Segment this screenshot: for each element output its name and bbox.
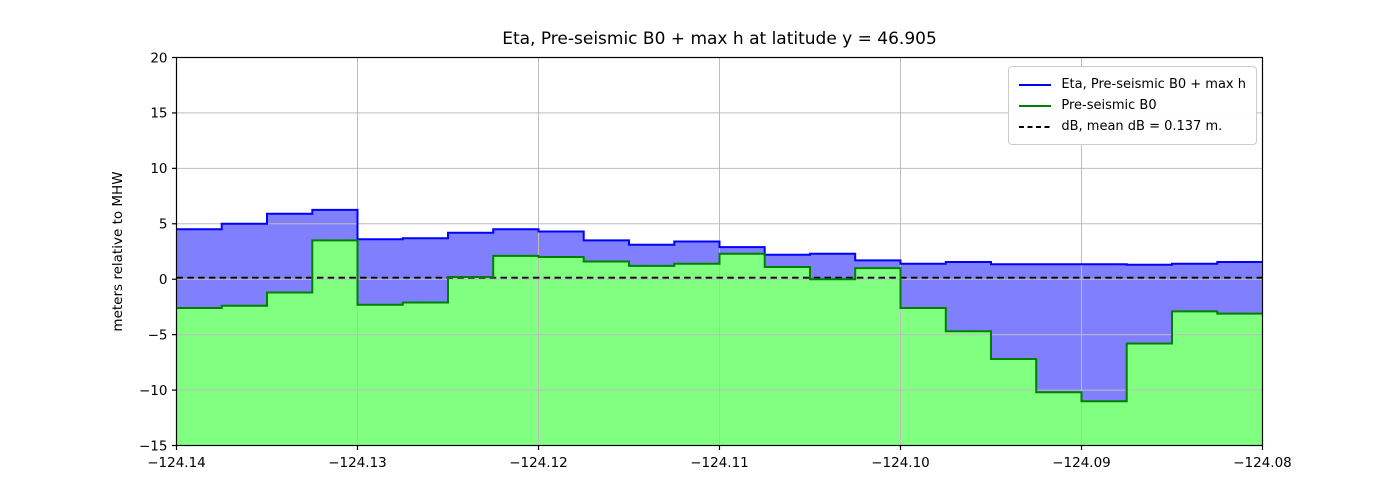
x-tick-label: −124.08 [1233, 455, 1292, 471]
y-tick-label: −10 [139, 383, 168, 399]
y-tick-label: 0 [159, 272, 168, 288]
legend-label-b0: Pre-seismic B0 [1061, 98, 1157, 113]
chart-render-root: −124.14 −124.13 −124.12 −124.11 −124.10 −124.… [139, 50, 1292, 471]
x-tick-label: −124.13 [328, 455, 387, 471]
legend-line-b0-icon [1019, 104, 1052, 107]
y-tick-label: 10 [150, 161, 167, 177]
legend-item-b0: Pre-seismic B0 [1018, 95, 1246, 116]
y-tick-label: −5 [148, 327, 168, 343]
x-tick-label: −124.09 [1052, 455, 1111, 471]
x-tick-label: −124.12 [509, 455, 568, 471]
legend-line-db-icon [1019, 125, 1052, 128]
b0-step-line [176, 239, 1263, 403]
y-tick-label: 15 [150, 106, 167, 122]
chart-title: Eta, Pre-seismic B0 + max h at latitude … [502, 29, 937, 49]
y-tick-label: 5 [159, 217, 168, 233]
legend-line-eta-icon [1019, 83, 1052, 86]
y-tick-label: 20 [150, 50, 167, 66]
x-tick-label: −124.14 [147, 455, 206, 471]
y-axis-label: meters relative to MHW [110, 171, 126, 331]
x-tick-label: −124.10 [871, 455, 930, 471]
legend-label-db: dB, mean dB = 0.137 m. [1061, 119, 1223, 134]
legend: Eta, Pre-seismic B0 + max h Pre-seismic … [1008, 66, 1257, 145]
y-tick-label: −15 [139, 438, 168, 454]
x-tick-label: −124.11 [690, 455, 749, 471]
eta-step-line [176, 208, 1263, 266]
legend-item-db: dB, mean dB = 0.137 m. [1018, 116, 1246, 137]
legend-label-eta: Eta, Pre-seismic B0 + max h [1061, 77, 1246, 92]
legend-item-eta: Eta, Pre-seismic B0 + max h [1018, 74, 1246, 95]
